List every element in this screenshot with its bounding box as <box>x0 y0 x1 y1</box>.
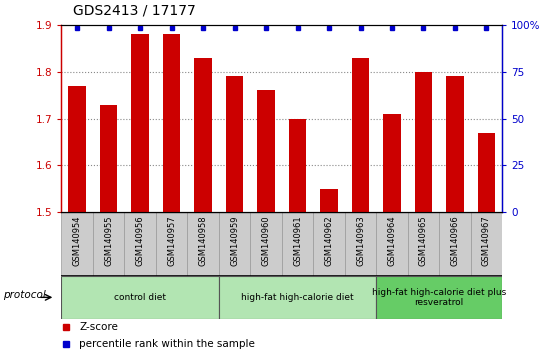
Bar <box>478 133 495 212</box>
Bar <box>219 212 251 276</box>
Bar <box>69 86 86 212</box>
Bar <box>61 276 219 319</box>
Bar <box>415 72 432 212</box>
Bar <box>320 189 338 212</box>
Bar <box>100 104 117 212</box>
Bar <box>289 119 306 212</box>
Bar <box>226 76 243 212</box>
Bar <box>93 212 124 276</box>
Text: high-fat high-calorie diet: high-fat high-calorie diet <box>241 293 354 302</box>
Text: GSM140963: GSM140963 <box>356 216 365 266</box>
Text: GSM140958: GSM140958 <box>199 216 208 266</box>
Bar <box>439 212 471 276</box>
Bar <box>446 76 464 212</box>
Text: GSM140960: GSM140960 <box>262 216 271 266</box>
Bar <box>61 212 93 276</box>
Text: GSM140955: GSM140955 <box>104 216 113 266</box>
Bar <box>376 276 502 319</box>
Bar <box>124 212 156 276</box>
Bar <box>251 212 282 276</box>
Bar <box>352 58 369 212</box>
Text: GSM140964: GSM140964 <box>387 216 397 266</box>
Bar <box>163 34 180 212</box>
Bar <box>282 212 313 276</box>
Bar <box>156 212 187 276</box>
Text: control diet: control diet <box>114 293 166 302</box>
Bar <box>345 212 376 276</box>
Bar <box>471 212 502 276</box>
Text: GSM140967: GSM140967 <box>482 216 491 266</box>
Bar <box>313 212 345 276</box>
Text: Z-score: Z-score <box>79 321 118 332</box>
Bar <box>257 90 275 212</box>
Bar <box>383 114 401 212</box>
Bar <box>376 212 408 276</box>
Text: GSM140954: GSM140954 <box>73 216 81 266</box>
Text: percentile rank within the sample: percentile rank within the sample <box>79 339 255 349</box>
Text: GSM140961: GSM140961 <box>293 216 302 266</box>
Bar <box>132 34 149 212</box>
Text: GSM140957: GSM140957 <box>167 216 176 266</box>
Text: protocol: protocol <box>3 290 46 300</box>
Bar <box>194 58 211 212</box>
Text: GSM140965: GSM140965 <box>419 216 428 266</box>
Bar <box>187 212 219 276</box>
Text: high-fat high-calorie diet plus
resveratrol: high-fat high-calorie diet plus resverat… <box>372 288 506 307</box>
Text: GSM140959: GSM140959 <box>230 216 239 266</box>
Text: GSM140966: GSM140966 <box>450 216 459 266</box>
Text: GDS2413 / 17177: GDS2413 / 17177 <box>73 4 195 18</box>
Text: GSM140956: GSM140956 <box>136 216 145 266</box>
Bar <box>219 276 376 319</box>
Bar <box>408 212 439 276</box>
Text: GSM140962: GSM140962 <box>325 216 334 266</box>
